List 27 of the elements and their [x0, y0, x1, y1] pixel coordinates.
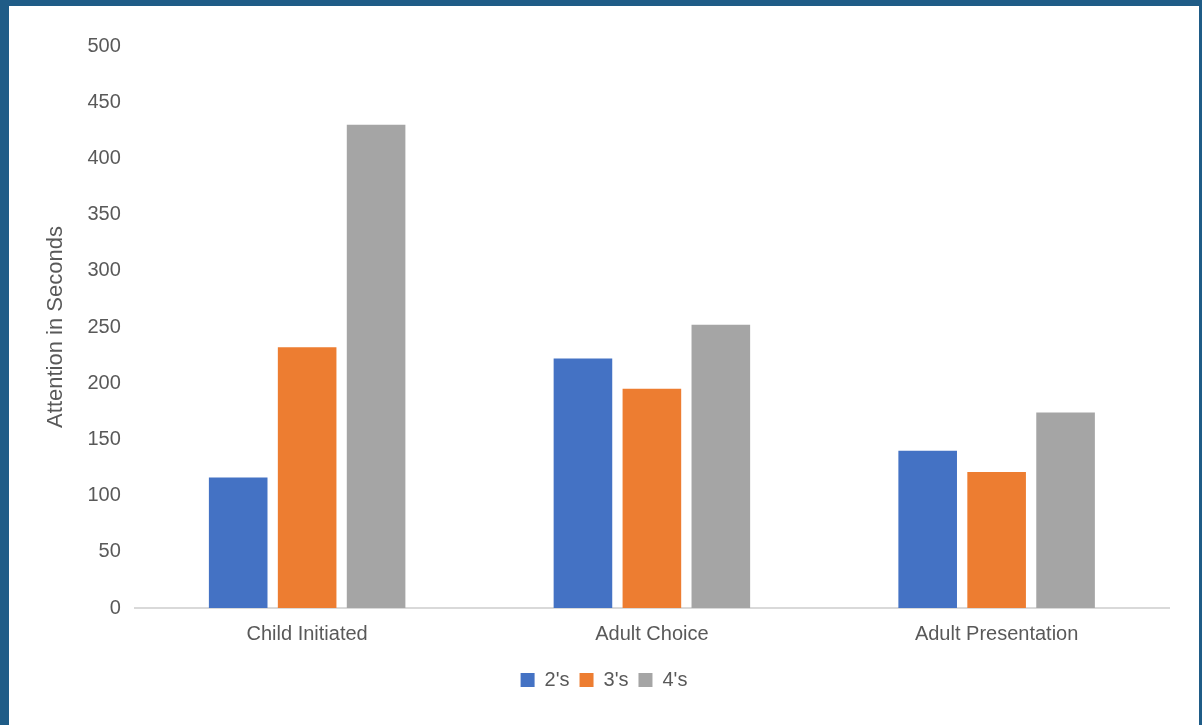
- y-tick-label: 350: [87, 202, 121, 225]
- y-tick-label: 250: [87, 314, 121, 337]
- x-tick-label: Child Initiated: [246, 621, 368, 644]
- bar: [346, 124, 406, 608]
- y-tick-label: 450: [87, 89, 121, 112]
- y-tick-label: 200: [87, 370, 121, 393]
- legend-label: 4's: [662, 667, 688, 690]
- bar: [553, 358, 613, 608]
- y-tick-label: 400: [87, 145, 121, 168]
- y-tick-label: 150: [87, 426, 121, 449]
- bar: [277, 347, 337, 608]
- y-tick-label: 300: [87, 258, 121, 281]
- x-tick-label: Adult Presentation: [914, 621, 1079, 644]
- bar: [967, 472, 1026, 608]
- bar: [691, 324, 751, 608]
- legend-label: 3's: [603, 667, 629, 690]
- legend-label: 2's: [544, 667, 570, 690]
- x-tick-label: Adult Choice: [595, 621, 709, 644]
- bar: [622, 388, 682, 608]
- y-tick-label: 0: [109, 595, 121, 618]
- bar: [898, 450, 957, 608]
- y-tick-label: 100: [87, 483, 121, 506]
- bar: [208, 477, 268, 608]
- y-tick-label: 50: [98, 539, 121, 562]
- bar: [1036, 412, 1095, 608]
- y-tick-label: 500: [87, 33, 121, 56]
- y-axis-title: Attention in Seconds: [42, 226, 68, 428]
